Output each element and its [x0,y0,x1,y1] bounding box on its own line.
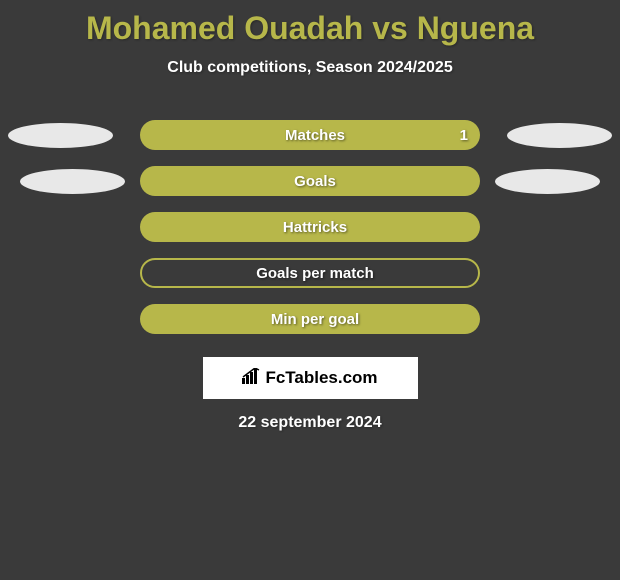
stat-label: Goals [294,173,336,190]
main-container: Mohamed Ouadah vs Nguena Club competitio… [0,0,620,580]
date-text: 22 september 2024 [0,414,620,432]
page-subtitle: Club competitions, Season 2024/2025 [0,59,620,77]
right-avatar-placeholder [495,169,600,194]
stat-bar: Matches 1 [140,120,480,150]
logo: FcTables.com [242,368,377,389]
logo-box: FcTables.com [203,357,418,399]
stat-label: Min per goal [271,311,359,328]
stat-row-hattricks: Hattricks [0,204,620,250]
left-avatar-placeholder [8,123,113,148]
stat-label: Matches [285,127,345,144]
stat-bar: Hattricks [140,212,480,242]
stat-bar: Min per goal [140,304,480,334]
stat-row-min-per-goal: Min per goal [0,296,620,342]
stat-bar: Goals [140,166,480,196]
stat-row-goals-per-match: Goals per match [0,250,620,296]
logo-text: FcTables.com [265,368,377,388]
stat-bar: Goals per match [140,258,480,288]
right-avatar-placeholder [507,123,612,148]
page-title: Mohamed Ouadah vs Nguena [0,0,620,47]
stat-label: Hattricks [283,219,347,236]
stat-row-matches: Matches 1 [0,112,620,158]
chart-icon [242,368,262,389]
stats-section: Matches 1 Goals Hattricks Goals per matc… [0,112,620,342]
stat-value: 1 [460,127,468,144]
left-avatar-placeholder [20,169,125,194]
stat-label: Goals per match [256,265,374,282]
stat-row-goals: Goals [0,158,620,204]
